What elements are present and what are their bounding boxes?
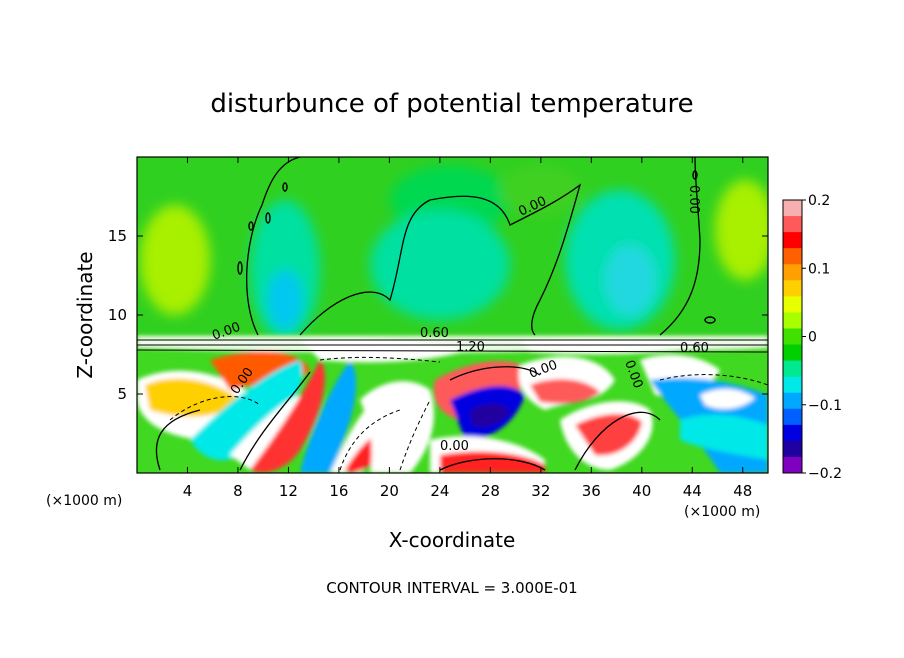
contour-label: 1.20 <box>456 340 485 355</box>
colorbar-swatch <box>783 248 802 265</box>
x-tick-label: 20 <box>380 482 399 500</box>
colorbar-tick-label: 0.1 <box>808 261 830 277</box>
chart-title: disturbunce of potential temperature <box>210 89 693 119</box>
field-lower-blobs <box>137 336 768 473</box>
y-tick-label: 15 <box>108 227 127 245</box>
colorbar-tick-label: −0.1 <box>808 398 842 414</box>
colorbar-swatch <box>783 280 802 297</box>
x-tick-label: 36 <box>582 482 601 500</box>
x-tick-label: 24 <box>430 482 449 500</box>
x-tick-label: 8 <box>233 482 243 500</box>
colorbar-swatch <box>783 424 802 442</box>
x-tick-label: 4 <box>183 482 193 500</box>
y-axis-label: Z-coordinate <box>73 251 97 378</box>
contour-label: 0.60 <box>680 341 709 356</box>
colorbar-swatch <box>783 392 802 410</box>
contour-label: 0.00 <box>440 439 469 454</box>
field-upper-blobs <box>140 165 768 340</box>
x-tick-label: 12 <box>279 482 298 500</box>
colorbar-swatch <box>783 296 802 313</box>
contour-label: 0.00 <box>686 185 701 214</box>
colorbar-swatch <box>783 264 802 281</box>
x-tick-label: 16 <box>329 482 348 500</box>
x-unit-right: (×1000 m) <box>684 504 760 520</box>
x-tick-label: 32 <box>531 482 550 500</box>
colorbar-swatch <box>783 456 802 474</box>
x-axis-label: X-coordinate <box>389 528 516 552</box>
colorbar-tick-label: 0.2 <box>808 193 830 209</box>
colorbar-swatch <box>783 440 802 458</box>
y-axis: 5 10 15 <box>108 227 768 403</box>
colorbar-swatch <box>783 328 802 346</box>
y-tick-label: 5 <box>117 385 127 403</box>
x-unit-left: (×1000 m) <box>46 493 122 509</box>
contour-label: 0.60 <box>420 326 449 341</box>
colorbar-tick-label: 0 <box>808 330 817 346</box>
colorbar-tick-label: −0.2 <box>808 466 842 482</box>
x-tick-label: 28 <box>481 482 500 500</box>
colorbar: 0.2 0.1 0 −0.1 −0.2 <box>782 193 842 482</box>
colorbar-swatch <box>783 232 802 249</box>
colorbar-swatch <box>783 200 802 217</box>
x-axis: 4 8 12 16 20 24 28 32 36 40 44 48 <box>183 157 752 500</box>
x-tick-label: 40 <box>632 482 651 500</box>
colorbar-swatch <box>783 408 802 426</box>
colorbar-swatch <box>783 376 802 394</box>
x-tick-label: 48 <box>733 482 752 500</box>
contour-lines <box>137 157 768 471</box>
colorbar-swatch <box>783 312 802 329</box>
contour-lines-dashed <box>169 356 768 471</box>
x-tick-label: 44 <box>683 482 702 500</box>
y-tick-label: 10 <box>108 306 127 324</box>
colorbar-swatch <box>783 360 802 378</box>
contour-interval-note: CONTOUR INTERVAL = 3.000E-01 <box>326 579 577 597</box>
colorbar-swatch <box>783 216 802 233</box>
colorbar-swatch <box>783 344 802 362</box>
contour-specks <box>237 170 716 324</box>
plot-area: 0.00 0.00 0.00 0.60 1.20 0.00 0.60 0.00 … <box>137 157 768 473</box>
